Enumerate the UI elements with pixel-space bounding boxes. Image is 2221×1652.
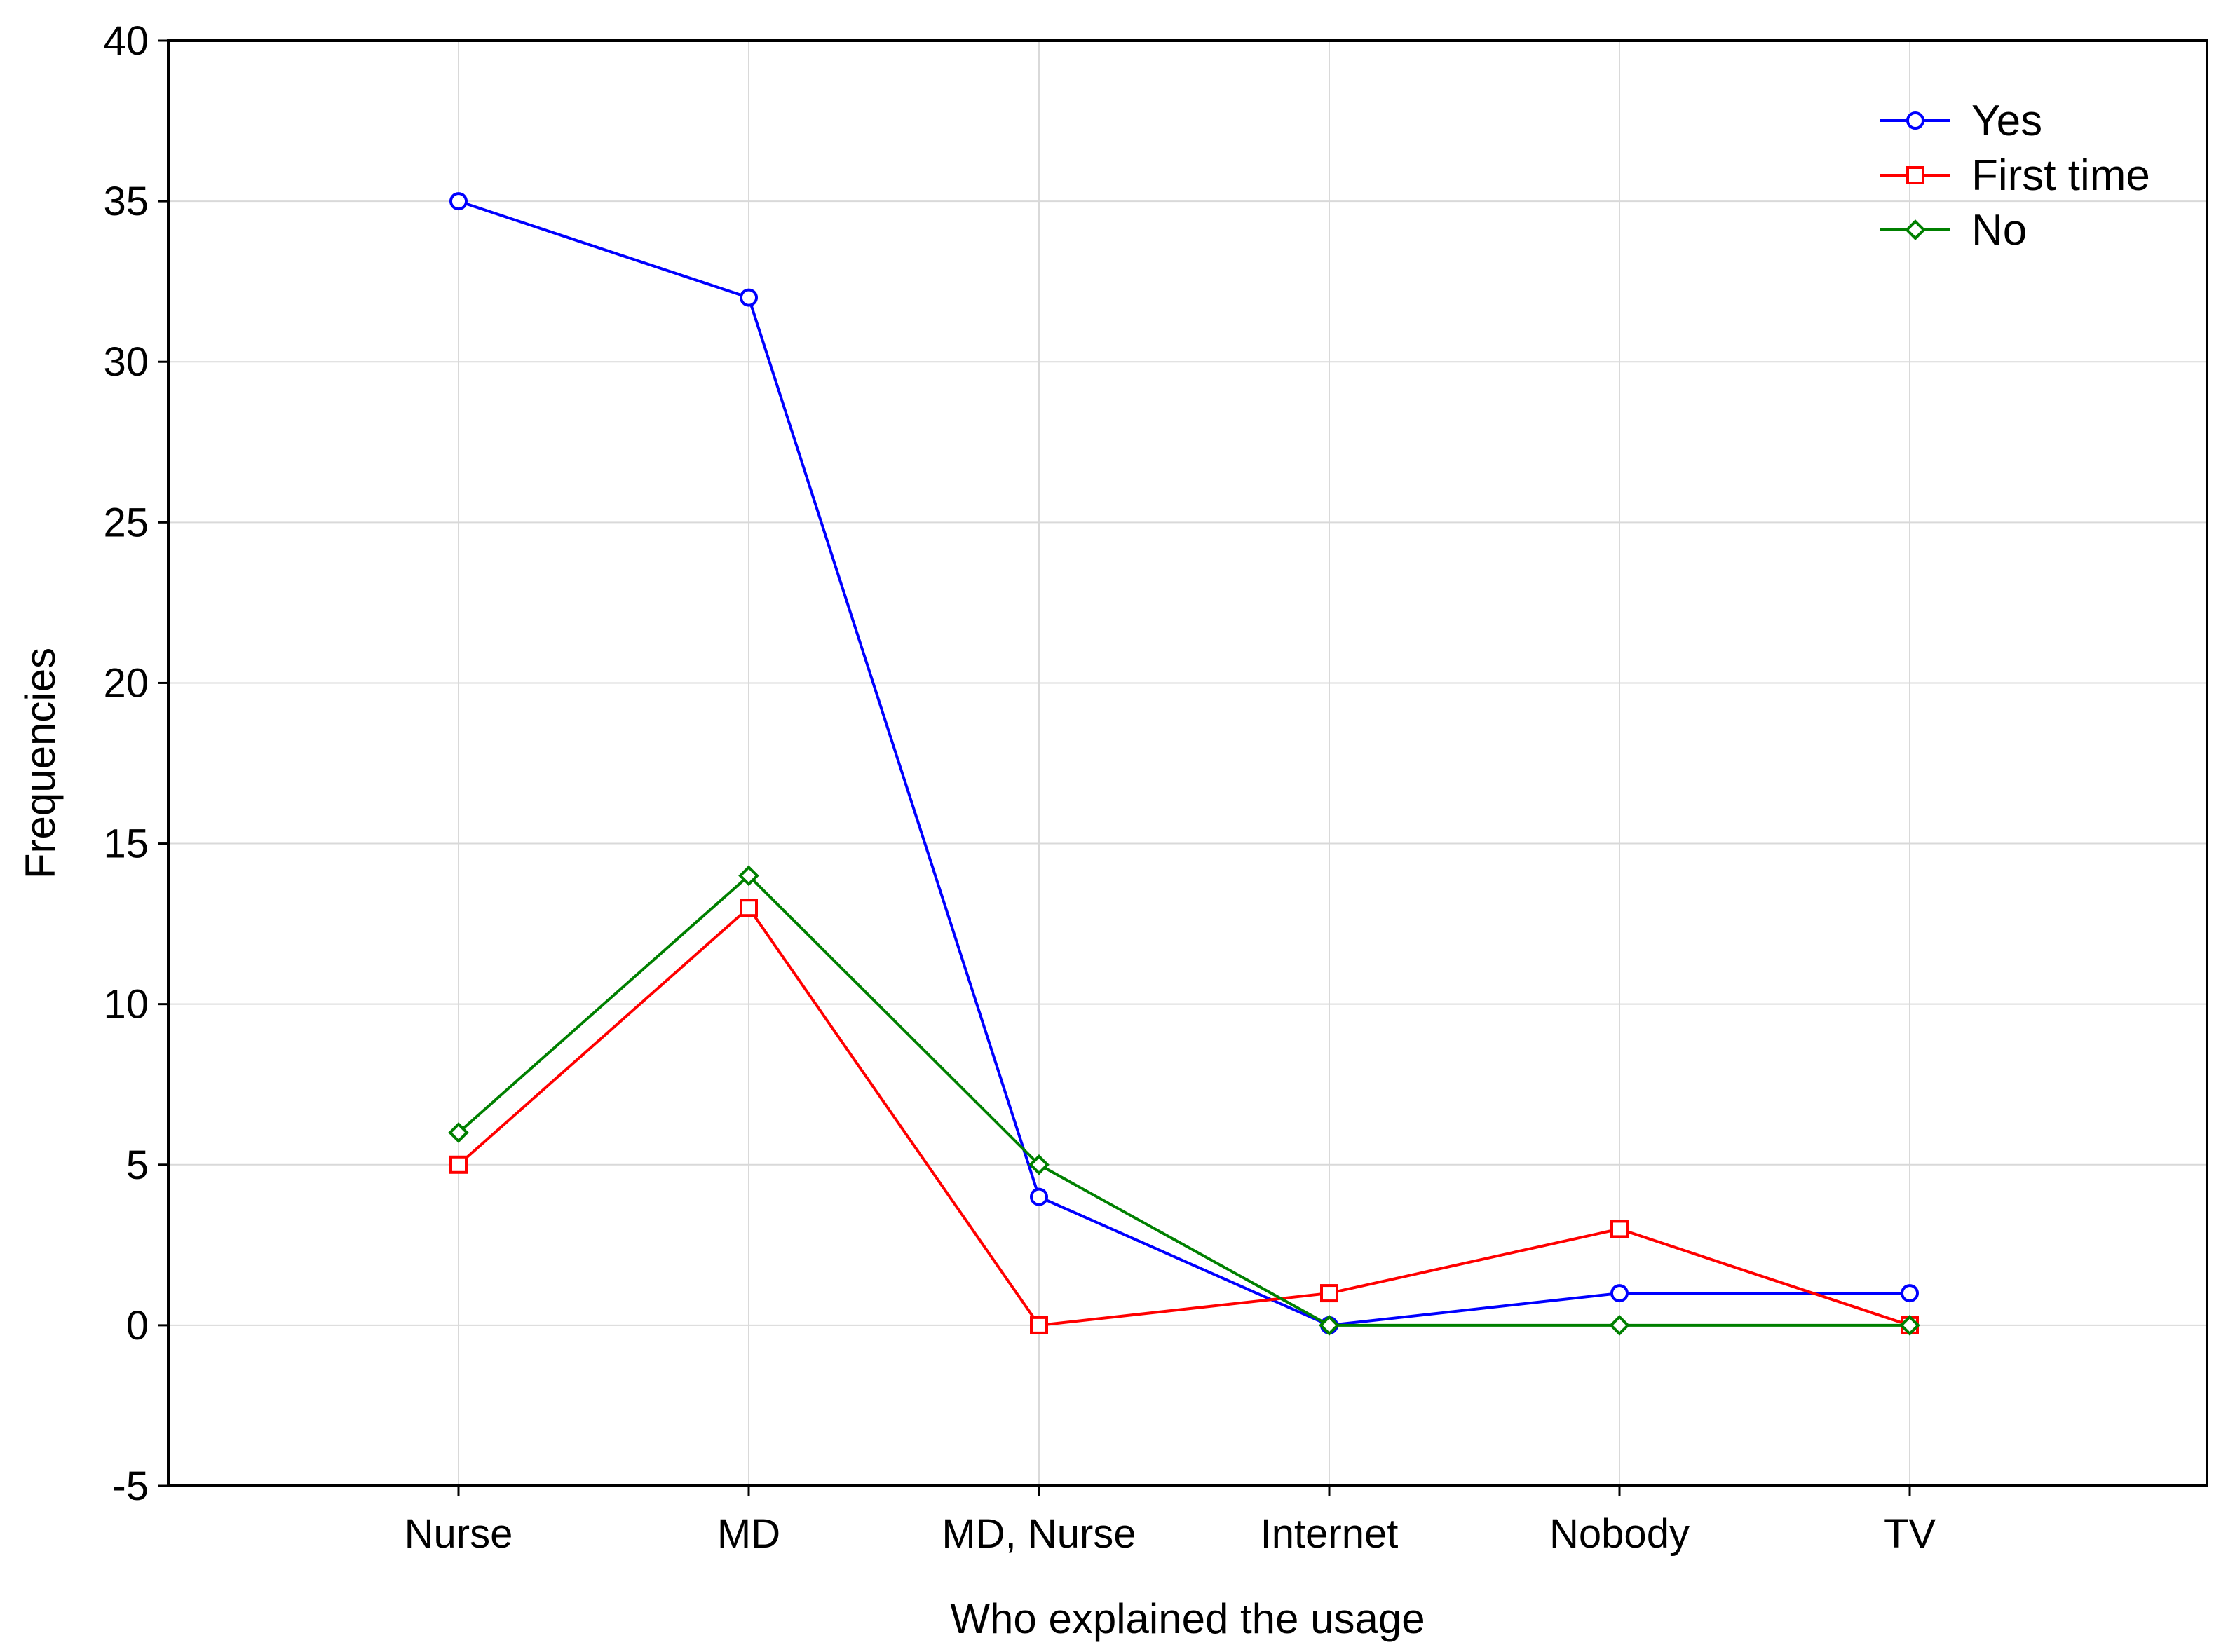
x-tick-label: Nurse xyxy=(405,1511,513,1557)
y-tick-label: 5 xyxy=(126,1142,149,1188)
y-tick-label: 10 xyxy=(103,982,149,1028)
x-tick-label: Internet xyxy=(1261,1511,1399,1557)
y-tick-label: 35 xyxy=(103,179,149,224)
data-point xyxy=(449,1155,468,1174)
series-line xyxy=(457,906,1910,1327)
series-layer xyxy=(448,192,1920,1336)
grid xyxy=(168,41,2207,1486)
x-tick-label: Nobody xyxy=(1549,1511,1690,1557)
legend-item: First time xyxy=(1880,151,2150,200)
series-line xyxy=(457,873,1910,1327)
y-tick-label: 20 xyxy=(103,660,149,706)
data-point xyxy=(1319,1315,1340,1336)
x-axis: Nurse MD MD, Nurse Internet Nobody TV xyxy=(405,1486,1936,1557)
legend-marker xyxy=(1906,111,1924,130)
legend-marker xyxy=(1905,219,1926,240)
data-point xyxy=(1030,1316,1048,1334)
data-point xyxy=(1610,1220,1629,1238)
data-point xyxy=(449,192,468,211)
data-point xyxy=(448,1122,469,1143)
y-tick-label: 15 xyxy=(103,821,149,867)
series-first-time xyxy=(449,899,1919,1334)
y-axis: 40 35 30 25 20 15 10 5 0 -5 xyxy=(103,18,168,1509)
x-tick-label: TV xyxy=(1884,1511,1936,1557)
plot-frame xyxy=(167,39,2208,1487)
data-point xyxy=(740,288,758,307)
legend-label: No xyxy=(1971,206,2027,254)
legend-item: Yes xyxy=(1880,97,2042,145)
data-point xyxy=(738,865,759,887)
data-point xyxy=(1030,1187,1048,1206)
series-yes xyxy=(449,192,1919,1334)
series-no xyxy=(448,865,1920,1336)
legend-label: First time xyxy=(1971,151,2150,200)
y-axis-title: Frequencies xyxy=(17,648,64,879)
data-point xyxy=(1028,1154,1050,1175)
y-tick-label: -5 xyxy=(112,1463,149,1509)
y-tick-label: 30 xyxy=(103,339,149,385)
data-point xyxy=(1610,1284,1629,1303)
series-line xyxy=(458,200,1910,1327)
x-axis-title: Who explained the usage xyxy=(950,1595,1425,1642)
y-tick-label: 25 xyxy=(103,500,149,545)
data-point xyxy=(1899,1315,1920,1336)
legend-marker xyxy=(1906,166,1924,184)
data-point xyxy=(740,899,758,917)
x-tick-label: MD, Nurse xyxy=(942,1511,1136,1557)
data-point xyxy=(1609,1315,1630,1336)
legend-label: Yes xyxy=(1971,97,2042,145)
legend: Yes First time No xyxy=(1880,97,2150,254)
data-point xyxy=(1320,1284,1338,1303)
x-tick-label: MD xyxy=(717,1511,780,1557)
data-point xyxy=(1901,1284,1919,1303)
y-tick-label: 0 xyxy=(126,1303,149,1349)
legend-item: No xyxy=(1880,206,2027,254)
y-tick-label: 40 xyxy=(103,18,149,64)
